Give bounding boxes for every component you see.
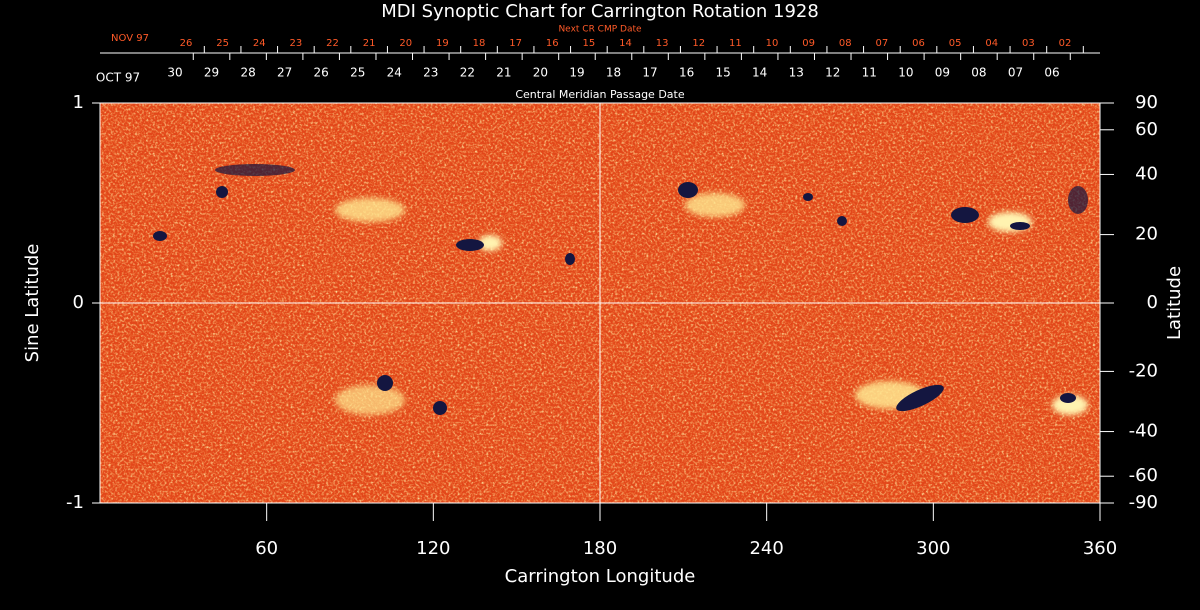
date-label: 11 <box>729 38 742 49</box>
date-label: 10 <box>766 38 779 49</box>
date-label: 13 <box>789 66 804 80</box>
chart-title: MDI Synoptic Chart for Carrington Rotati… <box>381 1 819 22</box>
date-label: 08 <box>971 66 986 80</box>
date-label: 21 <box>363 38 376 49</box>
date-label: 24 <box>253 38 266 49</box>
y-tick-label: 0 <box>73 292 84 313</box>
date-axis-title: Central Meridian Passage Date <box>515 88 684 101</box>
date-axis-start: OCT 97 <box>96 71 140 85</box>
date-label: 19 <box>569 66 584 80</box>
date-label: 18 <box>606 66 621 80</box>
date-label: 17 <box>509 38 522 49</box>
date-label: 27 <box>277 66 292 80</box>
date-axis-title: Next CR CMP Date <box>558 25 642 35</box>
date-label: 20 <box>533 66 548 80</box>
date-label: 05 <box>949 38 962 49</box>
date-label: 23 <box>290 38 303 49</box>
date-label: 07 <box>876 38 889 49</box>
date-label: 12 <box>692 38 705 49</box>
date-axis-start: NOV 97 <box>111 33 149 44</box>
date-label: 26 <box>180 38 193 49</box>
x-tick-label: 240 <box>749 538 783 559</box>
date-label: 14 <box>752 66 767 80</box>
y2-tick-label: -90 <box>1129 492 1158 513</box>
y2-tick-label: 60 <box>1135 119 1158 140</box>
date-label: 19 <box>436 38 449 49</box>
date-label: 07 <box>1008 66 1023 80</box>
date-label: 06 <box>1044 66 1059 80</box>
y2-tick-label: -20 <box>1129 360 1158 381</box>
y-tick-label: 1 <box>73 92 84 113</box>
date-label: 13 <box>656 38 669 49</box>
date-label: 02 <box>1059 38 1072 49</box>
date-label: 03 <box>1022 38 1035 49</box>
date-label: 17 <box>642 66 657 80</box>
date-label: 06 <box>912 38 925 49</box>
date-label: 26 <box>314 66 329 80</box>
date-label: 18 <box>473 38 486 49</box>
y2-tick-label: -40 <box>1129 421 1158 442</box>
x-tick-label: 180 <box>583 538 617 559</box>
date-label: 10 <box>898 66 913 80</box>
date-label: 29 <box>204 66 219 80</box>
date-label: 30 <box>167 66 182 80</box>
date-label: 15 <box>583 38 596 49</box>
date-label: 22 <box>326 38 339 49</box>
x-tick-label: 120 <box>416 538 450 559</box>
y-tick-label: -1 <box>66 492 84 513</box>
y2-tick-label: 40 <box>1135 163 1158 184</box>
date-label: 12 <box>825 66 840 80</box>
y2-tick-label: 0 <box>1147 292 1158 313</box>
y-axis-label: Sine Latitude <box>22 244 43 363</box>
date-label: 23 <box>423 66 438 80</box>
date-label: 14 <box>619 38 632 49</box>
x-tick-label: 360 <box>1083 538 1117 559</box>
date-label: 25 <box>350 66 365 80</box>
y2-axis-label: Latitude <box>1164 266 1185 340</box>
date-label: 11 <box>862 66 877 80</box>
date-label: 09 <box>802 38 815 49</box>
y2-tick-label: 20 <box>1135 224 1158 245</box>
date-label: 24 <box>387 66 402 80</box>
date-label: 16 <box>679 66 694 80</box>
x-tick-label: 60 <box>255 538 278 559</box>
date-label: 16 <box>546 38 559 49</box>
x-tick-label: 300 <box>916 538 950 559</box>
date-label: 08 <box>839 38 852 49</box>
x-axis-label: Carrington Longitude <box>505 566 696 587</box>
date-label: 22 <box>460 66 475 80</box>
y2-tick-label: 90 <box>1135 92 1158 113</box>
date-label: 20 <box>399 38 412 49</box>
date-label: 25 <box>216 38 229 49</box>
date-label: 21 <box>496 66 511 80</box>
date-label: 28 <box>240 66 255 80</box>
date-label: 04 <box>985 38 998 49</box>
date-label: 09 <box>935 66 950 80</box>
date-label: 15 <box>715 66 730 80</box>
y2-tick-label: -60 <box>1129 465 1158 486</box>
